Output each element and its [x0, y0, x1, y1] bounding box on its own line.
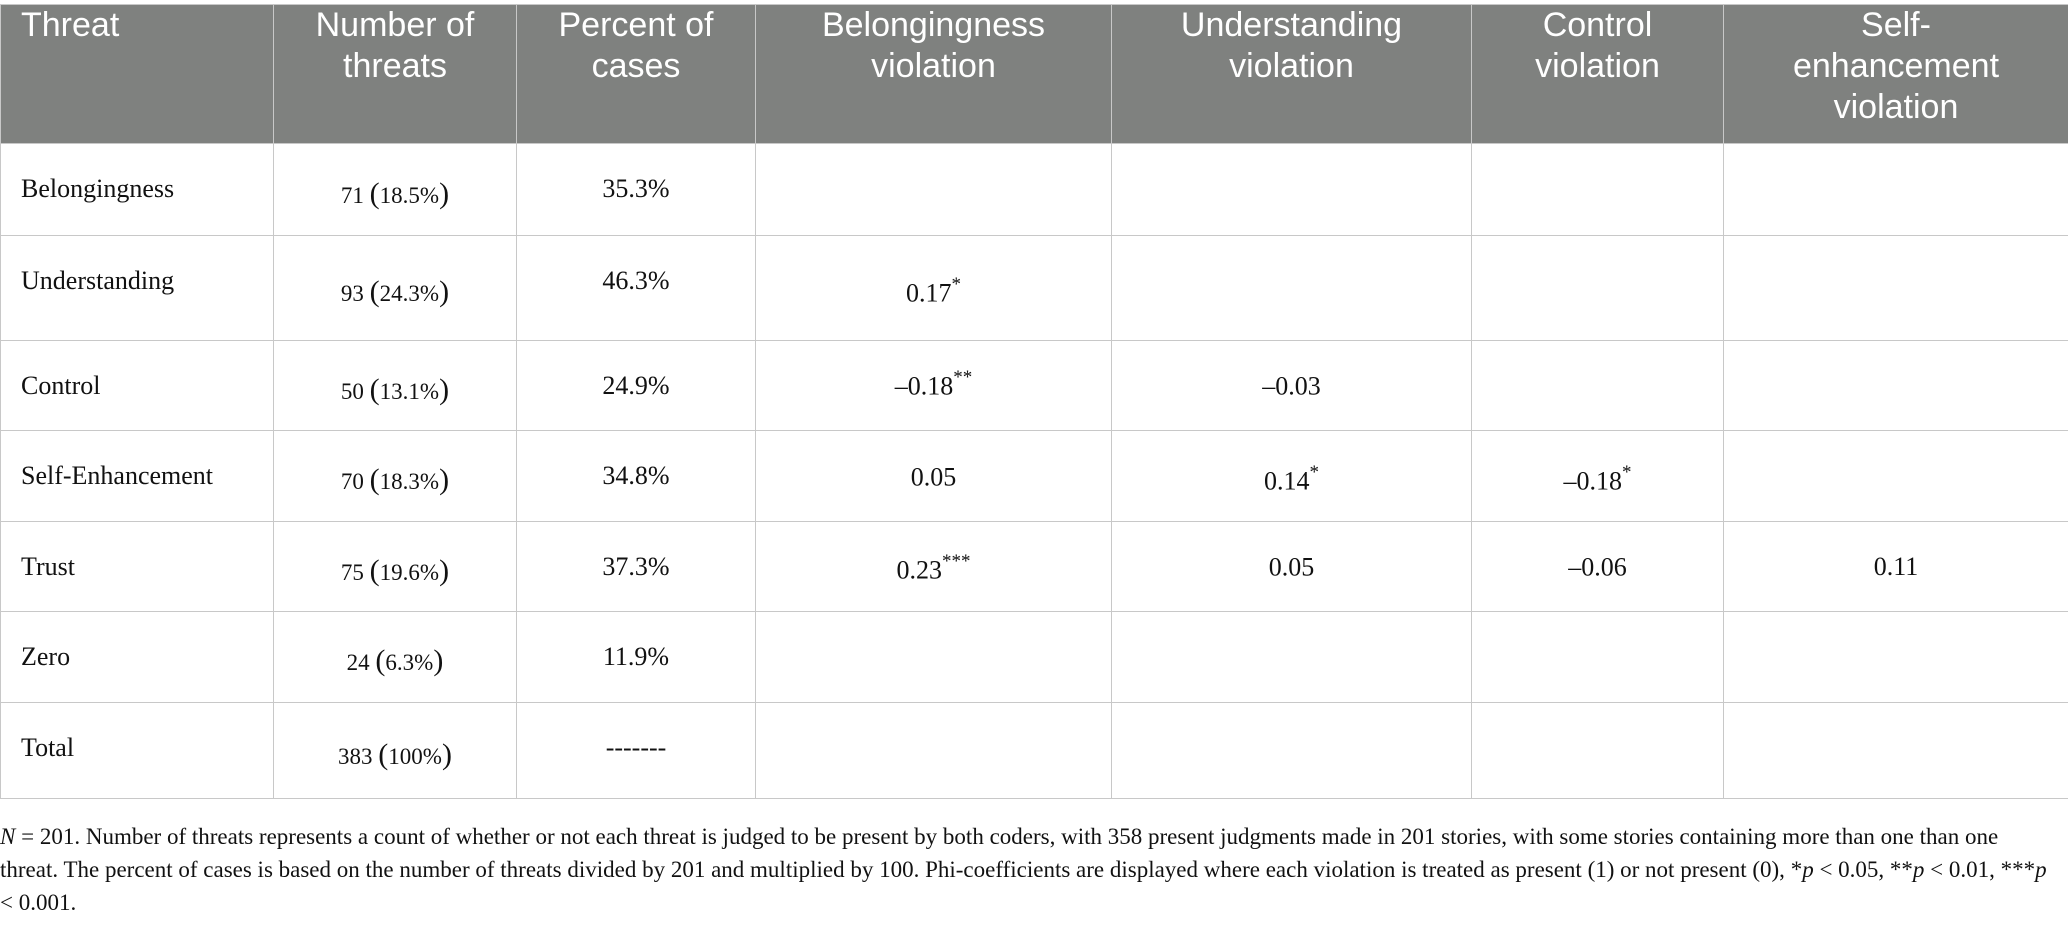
row-percent: 37.3%	[516, 521, 756, 612]
row-threat-label: Belongingness	[0, 143, 274, 236]
row-threat-label: Self-Enhancement	[0, 430, 274, 522]
table-row: Belongingness 71 (18.5%) 35.3%	[0, 143, 2068, 236]
row-belongingness-phi: 0.05	[755, 430, 1112, 522]
note-sig3-val: < 0.001.	[0, 890, 77, 915]
table-header-row: Threat Number of threats Percent of cases …	[0, 4, 2068, 144]
row-count: 50 (13.1%)	[273, 340, 517, 431]
row-control-phi: –0.18*	[1471, 430, 1724, 522]
table-row: Control 50 (13.1%) 24.9% –0.18** –0.03	[0, 340, 2068, 431]
row-self-enhancement-phi	[1723, 235, 2068, 341]
note-sig1-val: < 0.05,	[1813, 857, 1890, 882]
row-percent: 24.9%	[516, 340, 756, 431]
threat-correlation-table: Threat Number of threats Percent of cases …	[0, 4, 2068, 799]
row-belongingness-phi	[755, 143, 1112, 236]
row-control-phi	[1471, 702, 1724, 799]
table-row: Understanding 93 (24.3%) 46.3% 0.17*	[0, 235, 2068, 341]
note-n-value: = 201.	[21, 824, 81, 849]
row-threat-label: Control	[0, 340, 274, 431]
header-self-enhancement-violation: Self-enhancement violation	[1723, 4, 2068, 144]
row-control-phi	[1471, 235, 1724, 341]
header-control-violation: Control violation	[1471, 4, 1724, 144]
row-belongingness-phi	[755, 611, 1112, 703]
table-row: Zero 24 (6.3%) 11.9%	[0, 611, 2068, 703]
row-belongingness-phi: –0.18**	[755, 340, 1112, 431]
row-control-phi: –0.06	[1471, 521, 1724, 612]
note-sig2-star: **	[1889, 857, 1913, 882]
row-understanding-phi: 0.05	[1111, 521, 1472, 612]
row-count: 93 (24.3%)	[273, 235, 517, 341]
header-percent-of-cases: Percent of cases	[516, 4, 756, 144]
row-percent: 11.9%	[516, 611, 756, 703]
table-row: Total 383 (100%) -------	[0, 702, 2068, 799]
row-understanding-phi	[1111, 143, 1472, 236]
note-sig3-p: p	[2035, 857, 2047, 882]
row-threat-label: Total	[0, 702, 274, 799]
row-threat-label: Zero	[0, 611, 274, 703]
header-understanding-violation: Understanding violation	[1111, 4, 1472, 144]
header-number-of-threats: Number of threats	[273, 4, 517, 144]
note-sig3-star: ***	[2000, 857, 2036, 882]
row-self-enhancement-phi	[1723, 340, 2068, 431]
row-control-phi	[1471, 611, 1724, 703]
row-count: 383 (100%)	[273, 702, 517, 799]
note-body: Number of threats represents a count of …	[0, 824, 1999, 882]
row-self-enhancement-phi	[1723, 611, 2068, 703]
row-belongingness-phi: 0.17*	[755, 235, 1112, 341]
row-understanding-phi	[1111, 235, 1472, 341]
row-belongingness-phi	[755, 702, 1112, 799]
row-self-enhancement-phi	[1723, 702, 2068, 799]
row-percent: 34.8%	[516, 430, 756, 522]
table-row: Self-Enhancement 70 (18.3%) 34.8% 0.05 0…	[0, 430, 2068, 522]
row-count: 71 (18.5%)	[273, 143, 517, 236]
row-control-phi	[1471, 143, 1724, 236]
row-self-enhancement-phi: 0.11	[1723, 521, 2068, 612]
header-belongingness-violation: Belongingness violation	[755, 4, 1112, 144]
row-understanding-phi: –0.03	[1111, 340, 1472, 431]
row-self-enhancement-phi	[1723, 143, 2068, 236]
note-sig2-p: p	[1912, 857, 1925, 882]
row-understanding-phi	[1111, 611, 1472, 703]
note-sig1-p: p	[1802, 857, 1814, 882]
row-threat-label: Understanding	[0, 235, 274, 341]
row-understanding-phi	[1111, 702, 1472, 799]
row-understanding-phi: 0.14*	[1111, 430, 1472, 522]
row-belongingness-phi: 0.23***	[755, 521, 1112, 612]
row-percent: -------	[516, 702, 756, 799]
row-count: 70 (18.3%)	[273, 430, 517, 522]
note-sig2-val: < 0.01,	[1924, 857, 2001, 882]
row-percent: 35.3%	[516, 143, 756, 236]
table-footnote: N = 201. Number of threats represents a …	[0, 820, 2050, 919]
row-self-enhancement-phi	[1723, 430, 2068, 522]
note-n-symbol: N	[0, 824, 16, 849]
table-wrapper: Threat Number of threats Percent of cases …	[0, 4, 2068, 799]
row-count: 75 (19.6%)	[273, 521, 517, 612]
row-count: 24 (6.3%)	[273, 611, 517, 703]
row-control-phi	[1471, 340, 1724, 431]
note-sig1-star: *	[1790, 857, 1803, 882]
header-threat: Threat	[0, 4, 274, 144]
row-percent: 46.3%	[516, 235, 756, 341]
row-threat-label: Trust	[0, 521, 274, 612]
table-row: Trust 75 (19.6%) 37.3% 0.23*** 0.05 –0.0…	[0, 521, 2068, 612]
